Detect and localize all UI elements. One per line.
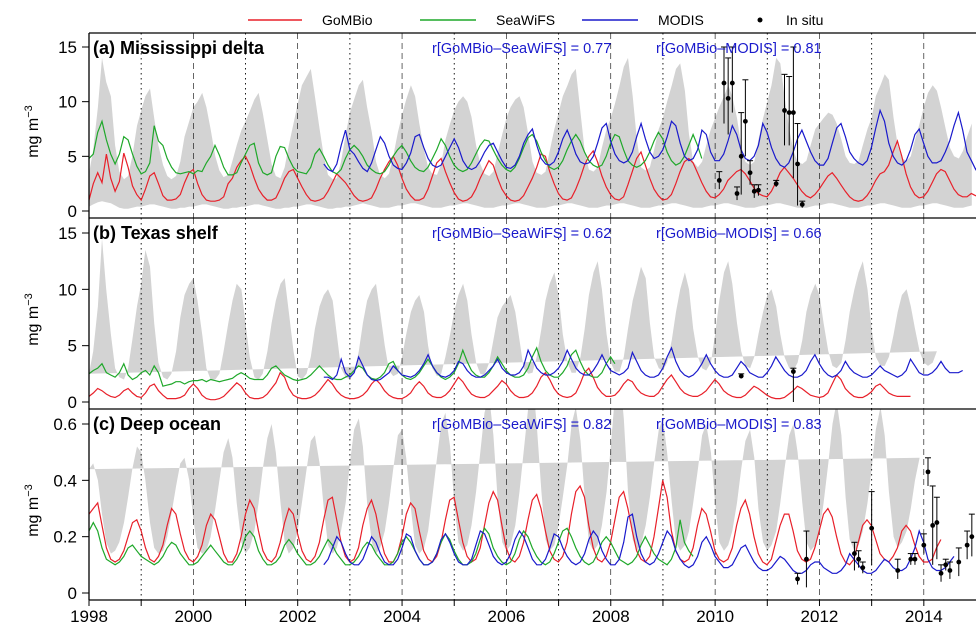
corr-seawifs-c: r[GoMBio–SeaWiFS] = 0.82 — [432, 417, 611, 433]
insitu-point — [725, 95, 731, 101]
insitu-point — [969, 534, 975, 540]
legend-swatch-insitu — [757, 17, 763, 23]
legend-label-insitu: In situ — [786, 12, 823, 28]
insitu-point — [790, 369, 796, 374]
y-axis-label-b: mg m−3 — [23, 293, 42, 346]
panels: 0 5 10 15 mg m−3 (a) Mississippi delta r[GoMBi… — [23, 32, 976, 603]
series-line-b-gombio — [89, 367, 911, 401]
y-tick-label: 0 — [68, 584, 77, 603]
x-tick-label: 2014 — [905, 607, 943, 625]
legend-label-seawifs: SeaWiFS — [496, 12, 555, 28]
panel-c: 0 0.2 0.4 0.6 mg m−3 (c) Deep ocean r[GoMBio–S… — [23, 408, 976, 603]
y-tick-label: 5 — [68, 147, 77, 166]
legend-item-gombio: GoMBio — [248, 12, 373, 28]
insitu-point — [742, 118, 748, 124]
insitu-point — [964, 542, 970, 548]
x-tick-label: 2006 — [487, 607, 525, 625]
panel-b: 0 5 10 15 mg m−3 (b) Texas shelf r[GoMBio–SeaW… — [23, 217, 976, 412]
y-tick-label: 15 — [58, 224, 77, 243]
x-tick-label: 2004 — [383, 607, 421, 625]
corr-seawifs-a: r[GoMBio–SeaWiFS] = 0.77 — [432, 41, 611, 57]
y-tick-label: 0.6 — [53, 415, 77, 434]
insitu-point — [734, 191, 740, 196]
insitu-point — [747, 170, 753, 176]
insitu-point — [790, 110, 796, 115]
x-axis: 1998 2000 2002 2004 2006 2008 2010 2012 2014 — [70, 600, 943, 625]
insitu-point — [738, 373, 744, 379]
y-tick-label: 10 — [58, 93, 77, 112]
series-line-c-modis — [323, 513, 955, 574]
x-tick-label: 2012 — [801, 607, 839, 625]
y-axis-label-a: mg m−3 — [23, 105, 42, 158]
insitu-point — [799, 202, 805, 207]
series-line-c-gombio — [89, 480, 942, 566]
insitu-point — [908, 556, 914, 562]
legend: GoMBio SeaWiFS MODIS In situ — [248, 12, 823, 28]
insitu-point — [930, 523, 936, 528]
legend-label-gombio: GoMBio — [322, 12, 373, 28]
insitu-point — [795, 161, 800, 167]
legend-item-insitu: In situ — [757, 12, 823, 28]
insitu-point — [925, 469, 931, 475]
insitu-point — [956, 559, 962, 565]
y-tick-label: 0 — [68, 202, 77, 221]
insitu-point — [804, 556, 809, 562]
y-tick-label: 5 — [68, 337, 77, 356]
insitu-point — [751, 188, 757, 194]
envelope-band-c — [89, 409, 920, 554]
y-tick-label: 10 — [58, 280, 77, 299]
insitu-point — [773, 181, 779, 187]
insitu-point — [729, 80, 735, 86]
insitu-point — [938, 570, 944, 576]
insitu-point — [947, 568, 953, 573]
insitu-point — [721, 80, 727, 86]
panel-title-b: (b) Texas shelf — [93, 223, 219, 243]
envelope-band-a — [89, 57, 972, 209]
insitu-point — [756, 187, 761, 193]
x-tick-label: 2010 — [696, 607, 734, 625]
panel-a: 0 5 10 15 mg m−3 (a) Mississippi delta r[GoMBi… — [23, 32, 976, 221]
series-line-c-seawifs — [89, 519, 694, 566]
series-line-b-seawifs — [89, 346, 616, 387]
insitu-point — [934, 520, 940, 525]
envelope-band-b — [89, 238, 937, 380]
y-tick-label: 15 — [58, 38, 77, 57]
insitu-point — [795, 576, 800, 582]
panel-title-a: (a) Mississippi delta — [93, 38, 265, 58]
insitu-point — [852, 551, 857, 556]
y-tick-label: 0 — [68, 393, 77, 412]
insitu-point — [716, 177, 722, 183]
insitu-point — [943, 562, 949, 568]
x-tick-label: 2002 — [279, 607, 317, 625]
corr-modis-c: r[GoMBio–MODIS] = 0.83 — [656, 417, 822, 433]
x-tick-label: 2000 — [174, 607, 212, 625]
y-tick-label: 0.4 — [53, 471, 77, 490]
insitu-point — [782, 108, 787, 113]
insitu-point — [869, 525, 875, 531]
insitu-point — [738, 153, 744, 159]
legend-item-modis: MODIS — [582, 12, 704, 28]
insitu-point — [860, 565, 866, 571]
insitu-point — [912, 556, 918, 562]
legend-item-seawifs: SeaWiFS — [420, 12, 555, 28]
insitu-point — [895, 568, 901, 573]
corr-modis-b: r[GoMBio–MODIS] = 0.66 — [656, 226, 822, 242]
legend-label-modis: MODIS — [658, 12, 704, 28]
corr-modis-a: r[GoMBio–MODIS] = 0.81 — [656, 41, 822, 57]
series-line-a-gombio — [89, 139, 976, 202]
series-line-a-modis — [323, 108, 976, 173]
y-axis-label-c: mg m−3 — [23, 484, 42, 537]
x-tick-label: 1998 — [70, 607, 108, 625]
x-tick-label: 2008 — [592, 607, 630, 625]
corr-seawifs-b: r[GoMBio–SeaWiFS] = 0.62 — [432, 226, 611, 242]
panel-title-c: (c) Deep ocean — [93, 414, 221, 434]
series-line-a-seawifs — [89, 119, 703, 176]
insitu-point — [921, 542, 927, 548]
series-line-b-modis — [323, 346, 963, 382]
insitu-point — [856, 556, 862, 562]
y-tick-label: 0.2 — [53, 528, 77, 547]
insitu-point — [786, 110, 792, 115]
